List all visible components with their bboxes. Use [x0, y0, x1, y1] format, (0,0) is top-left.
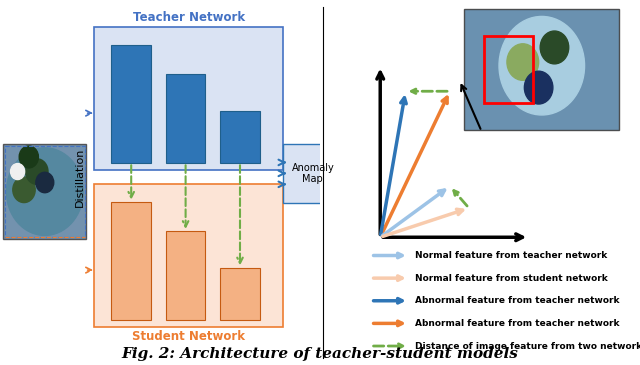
Circle shape	[6, 148, 83, 235]
Text: Anomaly
Map: Anomaly Map	[291, 162, 334, 184]
FancyBboxPatch shape	[3, 144, 86, 239]
Text: Student Network: Student Network	[132, 330, 245, 343]
Circle shape	[540, 31, 569, 64]
Text: Distillation: Distillation	[75, 147, 85, 207]
Circle shape	[36, 172, 54, 193]
FancyBboxPatch shape	[111, 45, 151, 163]
Circle shape	[507, 44, 539, 80]
FancyBboxPatch shape	[464, 9, 620, 130]
FancyBboxPatch shape	[111, 202, 151, 320]
Circle shape	[499, 16, 584, 115]
Text: Abnormal feature from teacher network: Abnormal feature from teacher network	[415, 296, 620, 305]
Text: Distance of image feature from two networks: Distance of image feature from two netwo…	[415, 342, 640, 350]
FancyBboxPatch shape	[166, 231, 205, 320]
Circle shape	[19, 146, 38, 168]
Text: Teacher Network: Teacher Network	[132, 11, 245, 24]
Text: Fig. 2: Architecture of teacher-student models: Fig. 2: Architecture of teacher-student …	[122, 347, 518, 361]
Circle shape	[11, 164, 25, 180]
FancyBboxPatch shape	[220, 268, 260, 320]
Circle shape	[13, 177, 35, 203]
FancyBboxPatch shape	[166, 74, 205, 163]
FancyBboxPatch shape	[220, 111, 260, 163]
FancyBboxPatch shape	[283, 144, 342, 203]
Circle shape	[524, 71, 553, 104]
Text: Normal feature from teacher network: Normal feature from teacher network	[415, 251, 607, 260]
Circle shape	[26, 159, 48, 184]
Text: Normal feature from student network: Normal feature from student network	[415, 274, 608, 283]
Text: Abnormal feature from teacher network: Abnormal feature from teacher network	[415, 319, 620, 328]
FancyBboxPatch shape	[95, 27, 283, 170]
FancyBboxPatch shape	[95, 184, 283, 327]
